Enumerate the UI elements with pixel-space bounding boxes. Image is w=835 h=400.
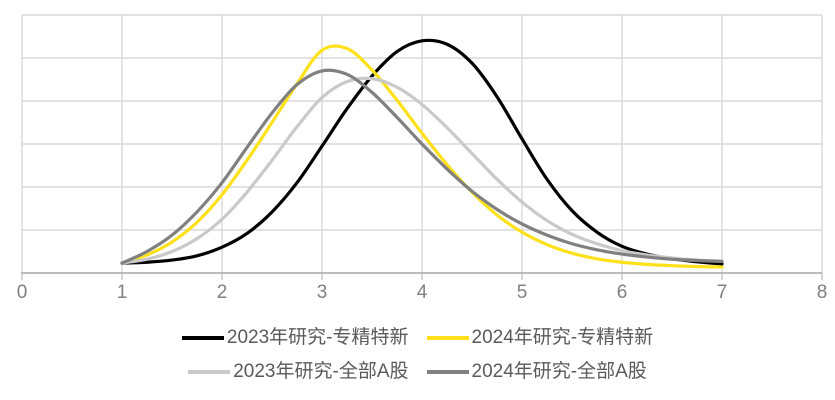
series-line-2 (120, 76, 724, 265)
x-axis-tick-marks (21, 273, 823, 280)
chart-legend: 2023年研究-专精特新 2024年研究-专精特新 2023年研究-全部A股 2… (0, 326, 835, 400)
legend-swatch-black-icon (181, 336, 224, 340)
horizontal-gridlines (22, 14, 822, 231)
legend-label-2023-alla: 2023年研究-全部A股 (233, 361, 409, 382)
series-line-3 (120, 68, 724, 265)
legend-swatch-dark-grey-icon (426, 370, 469, 374)
legend-label-2024-zjtx: 2024年研究-专精特新 (471, 327, 654, 348)
x-axis-tick-8: 8 (816, 282, 828, 303)
legend-item-2023-zjtx[interactable]: 2023年研究-专精特新 (181, 326, 409, 350)
x-axis-tick-0: 0 (16, 282, 28, 303)
x-axis-tick-2: 2 (216, 282, 228, 303)
plot-area (21, 14, 823, 280)
x-axis-tick-7: 7 (716, 282, 728, 303)
legend-item-2024-alla[interactable]: 2024年研究-全部A股 (426, 360, 647, 384)
legend-item-2024-zjtx[interactable]: 2024年研究-专精特新 (426, 326, 654, 350)
legend-label-2023-zjtx: 2023年研究-专精特新 (226, 327, 409, 348)
legend-row-bottom: 2023年研究-全部A股 2024年研究-全部A股 (0, 360, 835, 384)
legend-label-2024-alla: 2024年研究-全部A股 (471, 361, 647, 382)
series-lines (120, 38, 724, 269)
legend-item-2023-alla[interactable]: 2023年研究-全部A股 (188, 360, 409, 384)
series-line-0 (120, 38, 724, 266)
x-axis-tick-3: 3 (316, 282, 328, 303)
legend-swatch-light-grey-icon (188, 370, 231, 374)
legend-swatch-yellow-icon (426, 336, 469, 340)
x-axis-tick-1: 1 (116, 282, 128, 303)
series-line-1 (120, 44, 724, 269)
legend-row-top: 2023年研究-专精特新 2024年研究-专精特新 (0, 326, 835, 350)
x-axis-tick-4: 4 (416, 282, 428, 303)
x-axis-tick-6: 6 (616, 282, 628, 303)
x-axis-tick-5: 5 (516, 282, 528, 303)
